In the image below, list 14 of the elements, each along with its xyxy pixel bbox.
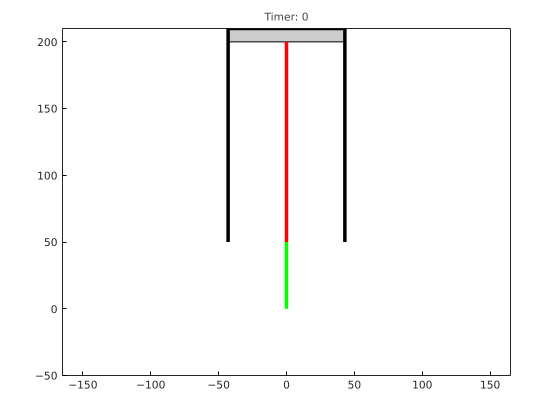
chart-title: Timer: 0: [263, 10, 309, 24]
x-tick-label: 100: [412, 378, 433, 392]
x-tick-label: −100: [136, 378, 166, 392]
y-tick-label: 200: [37, 36, 58, 49]
y-tick-label: 150: [37, 102, 58, 116]
y-tick-label: −50: [35, 370, 58, 382]
x-tick-label: 0: [283, 378, 290, 392]
y-tick-label: 100: [37, 169, 58, 182]
y-tick-label: 50: [44, 236, 58, 250]
y-tick-label: 0: [50, 302, 58, 316]
x-tick-label: 150: [480, 378, 501, 392]
x-tick-label: −150: [68, 378, 98, 392]
x-tick-label: 50: [348, 378, 362, 392]
x-tick-label: −50: [207, 378, 230, 392]
